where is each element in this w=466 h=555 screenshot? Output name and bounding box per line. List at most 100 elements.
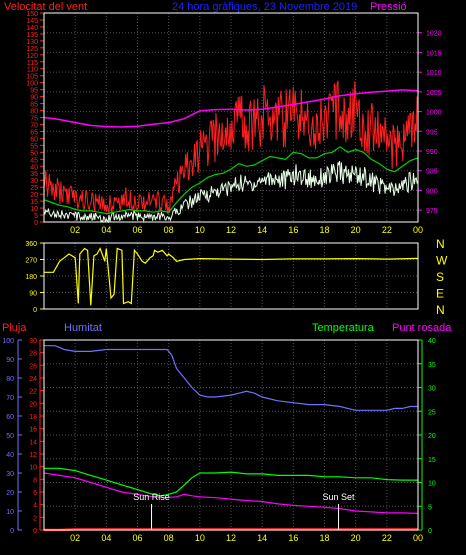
temperature-tick: 15 xyxy=(428,457,436,464)
temperature-tick: 20 xyxy=(428,433,436,440)
left-axis-tick: 5 xyxy=(34,213,38,220)
left-axis-tick: 30 xyxy=(30,178,38,185)
compass-label: N xyxy=(436,303,445,317)
left-axis-tick: 65 xyxy=(30,129,38,136)
chart-title: 24 hora gràfiques, 23 Novembre 2019 xyxy=(172,1,357,13)
wind-speed-series xyxy=(43,146,419,215)
humidity-tick: 50 xyxy=(6,433,14,440)
rain-tick: 22 xyxy=(29,389,37,396)
left-axis-tick: 80 xyxy=(30,109,38,116)
right-axis-tick: 1005 xyxy=(426,90,442,97)
direction-tick: 180 xyxy=(25,274,37,281)
sun-marker-label: Sun Rise xyxy=(133,492,170,502)
rain-label: Pluja xyxy=(2,322,27,334)
x-tick-label: 18 xyxy=(319,533,329,543)
rain-tick: 14 xyxy=(29,439,37,446)
x-tick-label: 00 xyxy=(413,225,423,235)
rain-tick: 6 xyxy=(33,490,37,497)
x-tick-label: 06 xyxy=(132,533,142,543)
temperature-tick: 25 xyxy=(428,409,436,416)
rain-tick: 2 xyxy=(33,515,37,522)
left-axis-tick: 90 xyxy=(30,95,38,102)
left-axis-tick: 35 xyxy=(30,171,38,178)
x-tick-label: 08 xyxy=(164,533,174,543)
right-axis-tick: 1000 xyxy=(426,110,442,117)
left-axis-tick: 125 xyxy=(26,46,38,53)
humidity-tick: 80 xyxy=(6,376,14,383)
right-axis-tick: 975 xyxy=(426,208,438,215)
plot-frame xyxy=(43,339,419,531)
x-tick-label: 10 xyxy=(195,533,205,543)
rain-tick: 12 xyxy=(29,452,37,459)
x-tick-label: 04 xyxy=(101,225,111,235)
rain-tick: 20 xyxy=(29,401,37,408)
humidity-label: Humitat xyxy=(64,322,102,334)
left-axis-tick: 100 xyxy=(26,81,38,88)
right-axis-tick: 985 xyxy=(426,169,438,176)
x-tick-label: 12 xyxy=(226,533,236,543)
left-axis-tick: 50 xyxy=(30,150,38,157)
compass-label: E xyxy=(436,287,444,301)
left-axis-tick: 45 xyxy=(30,157,38,164)
wind-speed-label: Velocitat del vent xyxy=(4,1,87,13)
left-axis-tick: 15 xyxy=(30,199,38,206)
rain-tick: 30 xyxy=(29,338,37,345)
left-axis-tick: 40 xyxy=(30,164,38,171)
temperature-tick: 5 xyxy=(428,504,432,511)
x-tick-label: 02 xyxy=(70,225,80,235)
humidity-tick: 20 xyxy=(6,490,14,497)
wind-direction-series xyxy=(44,247,419,306)
left-axis-tick: 95 xyxy=(30,88,38,95)
left-axis-tick: 105 xyxy=(26,74,38,81)
rain-tick: 28 xyxy=(29,351,37,358)
left-axis-tick: 75 xyxy=(30,116,38,123)
humidity-tick: 70 xyxy=(6,395,14,402)
left-axis-tick: 70 xyxy=(30,122,38,129)
x-tick-label: 00 xyxy=(413,533,423,543)
temperature-tick: 10 xyxy=(428,481,436,488)
x-tick-label: 08 xyxy=(164,225,174,235)
humidity-tick: 60 xyxy=(6,414,14,421)
right-axis-tick: 990 xyxy=(426,149,438,156)
left-axis-tick: 20 xyxy=(30,192,38,199)
x-tick-label: 14 xyxy=(257,533,267,543)
humidity-series xyxy=(44,345,418,411)
rain-series xyxy=(44,528,418,532)
left-axis-tick: 25 xyxy=(30,185,38,192)
dewpoint-label: Punt rosada xyxy=(392,322,452,334)
left-axis-tick: 10 xyxy=(30,206,38,213)
x-tick-label: 10 xyxy=(195,225,205,235)
temperature-tick: 30 xyxy=(428,386,436,393)
x-tick-label: 12 xyxy=(226,225,236,235)
left-axis-tick: 110 xyxy=(27,67,38,74)
x-tick-label: 20 xyxy=(351,225,361,235)
right-axis-tick: 1020 xyxy=(426,31,442,38)
wind-average-series xyxy=(43,160,419,224)
humidity-tick: 90 xyxy=(6,357,14,364)
wind-gust-series xyxy=(43,80,419,215)
right-axis-tick: 995 xyxy=(426,129,438,136)
x-tick-label: 18 xyxy=(319,225,329,235)
x-tick-label: 06 xyxy=(132,225,142,235)
left-axis-tick: 55 xyxy=(30,143,38,150)
pressure-series xyxy=(43,89,419,128)
plot-frame xyxy=(43,242,419,310)
wind-pressure-chart: 02 04 06 08 10 12 14 16 18 20 22 000510152025303540… xyxy=(26,11,441,235)
compass-label: N xyxy=(436,237,445,251)
x-tick-label: 14 xyxy=(257,225,267,235)
x-tick-label: 16 xyxy=(288,533,298,543)
temperature-tick: 0 xyxy=(428,528,432,535)
humidity-tick: 40 xyxy=(6,452,14,459)
left-axis-tick: 0 xyxy=(34,220,38,227)
sun-marker-label: Sun Set xyxy=(323,492,356,502)
humidity-tick: 100 xyxy=(2,338,14,345)
x-tick-label: 20 xyxy=(351,533,361,543)
humidity-tick: 0 xyxy=(10,528,14,535)
rain-tick: 18 xyxy=(29,414,37,421)
left-axis-tick: 135 xyxy=(26,32,38,39)
x-tick-label: 22 xyxy=(382,533,392,543)
left-axis-tick: 115 xyxy=(27,60,38,67)
plot-frame xyxy=(43,12,419,223)
